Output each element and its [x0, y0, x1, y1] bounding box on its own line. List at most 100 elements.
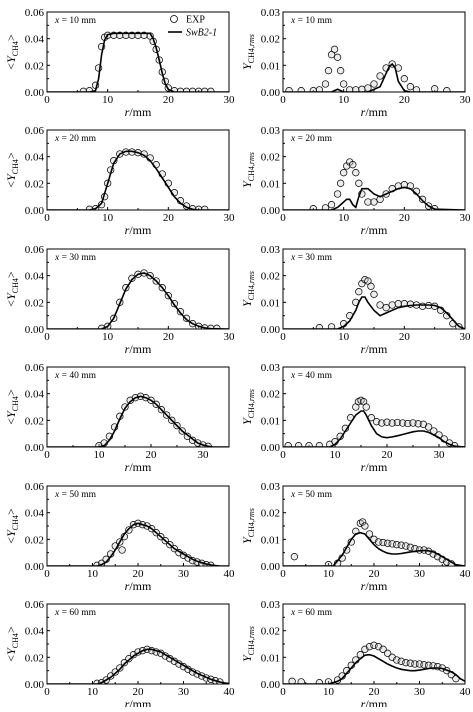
x-tick-label: 0 — [280, 331, 286, 343]
panel-label: x = 10 mm — [54, 16, 97, 26]
x-tick-label: 10 — [323, 686, 335, 698]
data-layer — [283, 396, 465, 447]
exp-point — [402, 542, 410, 550]
data-layer — [47, 148, 229, 210]
y-tick-label: 0.02 — [25, 534, 44, 546]
x-axis-title-var: r — [361, 223, 366, 237]
y-title-var: Y — [240, 62, 254, 70]
exp-point — [125, 655, 133, 663]
y-tick-label: 0.00 — [25, 87, 45, 99]
y-tick-label: 0.02 — [25, 652, 44, 664]
x-axis-title-unit: /mm — [365, 697, 388, 707]
x-axis-title-var: r — [361, 697, 366, 707]
x-axis-title-unit: /mm — [365, 105, 388, 119]
y-tick-label: 0.02 — [261, 152, 280, 164]
x-tick-label: 30 — [414, 568, 426, 580]
x-axis-title-unit: /mm — [129, 460, 152, 474]
exp-point — [349, 161, 357, 169]
x-axis-title: r/mm — [125, 697, 152, 707]
y-axis-title: <YCH4> — [4, 508, 20, 544]
panel-label-rest: = 30 mm — [59, 253, 96, 263]
panel-7: 0 10 20 30 0.00 0.01 0.02 0.03 r/mm YCH4,rms x = 4… — [240, 362, 466, 474]
x-axis-title-var: r — [125, 579, 130, 593]
exp-point — [315, 442, 324, 447]
y-tick-label: 0.04 — [25, 389, 45, 401]
y-title-bracket: < — [4, 655, 18, 662]
x-axis-title: r/mm — [125, 342, 152, 356]
y-tick-label: 0.02 — [261, 508, 280, 520]
y-tick-label: 0.01 — [261, 297, 280, 309]
y-axis-title: YCH4,rms — [240, 271, 256, 307]
exp-point — [383, 418, 391, 426]
y-title-var: Y — [4, 647, 18, 655]
panel-label: x = 30 mm — [54, 253, 97, 263]
x-tick-label: 10 — [323, 568, 335, 580]
x-tick-label: 30 — [460, 331, 472, 343]
exp-point — [400, 75, 408, 83]
model-line — [283, 186, 465, 210]
panel-8: 0 10 20 30 40 0.00 0.02 0.04 0.06 r/mm <YCH4> x = 5… — [4, 481, 235, 593]
exp-point — [382, 304, 390, 312]
exp-point — [376, 72, 384, 80]
y-title-bracket: < — [4, 63, 18, 70]
exp-point — [418, 302, 427, 310]
y-tick-label: 0.01 — [261, 652, 280, 664]
x-tick-label: 10 — [338, 94, 350, 106]
panel-2: 0 10 20 30 0.00 0.02 0.04 0.06 r/mm <YCH4> x = 20 … — [4, 125, 235, 237]
x-tick-label: 0 — [280, 568, 286, 580]
x-axis-title: r/mm — [361, 697, 388, 707]
panel-label-rest: = 10 mm — [59, 16, 96, 26]
panel-label-var: x — [54, 16, 60, 26]
x-tick-label: 0 — [44, 94, 50, 106]
model-line — [283, 531, 465, 566]
exp-point — [355, 288, 363, 296]
exp-point — [364, 198, 372, 206]
x-tick-label: 30 — [224, 94, 236, 106]
x-tick-label: 30 — [414, 686, 426, 698]
x-tick-label: 20 — [163, 212, 175, 224]
panel-3: 0 10 20 30 0.00 0.01 0.02 0.03 r/mm YCH4,rms x = 2… — [240, 125, 471, 237]
y-tick-label: 0.03 — [261, 599, 281, 611]
x-tick-label: 10 — [338, 331, 350, 343]
y-tick-label: 0.00 — [261, 324, 281, 336]
exp-point — [431, 85, 439, 92]
y-title-sub: CH4, — [247, 283, 256, 300]
exp-point — [358, 518, 367, 526]
y-title-sub: CH4 — [11, 278, 20, 293]
data-layer — [283, 158, 465, 210]
x-axis-title-unit: /mm — [129, 342, 152, 356]
x-axis-title-var: r — [361, 105, 366, 119]
data-layer — [47, 269, 229, 329]
x-axis-title-unit: /mm — [365, 460, 388, 474]
exp-point — [330, 45, 339, 53]
exp-point — [305, 442, 313, 447]
model-line — [283, 62, 465, 92]
exp-point — [315, 324, 324, 329]
exp-point — [346, 86, 354, 92]
y-tick-label: 0.06 — [25, 244, 45, 256]
x-tick-label: 30 — [198, 449, 210, 461]
model-line — [47, 648, 229, 684]
exp-point — [398, 419, 407, 427]
y-title-bracket: < — [4, 181, 18, 188]
exp-point — [324, 678, 333, 684]
panel-label-rest: = 30 mm — [295, 253, 332, 263]
y-title-bracket: > — [4, 626, 18, 633]
y-tick-label: 0.00 — [25, 442, 45, 454]
x-tick-label: 30 — [224, 212, 236, 224]
x-tick-label: 20 — [163, 94, 175, 106]
y-title-sub: CH4, — [247, 164, 256, 181]
y-title-bracket: > — [4, 152, 18, 159]
data-layer — [283, 641, 465, 684]
exp-point — [364, 277, 372, 285]
exp-point — [309, 87, 317, 92]
legend-model-label: SwB2-1 — [186, 28, 217, 39]
panel-label-var: x — [54, 490, 60, 500]
exp-point — [393, 418, 402, 427]
x-axis-title-unit: /mm — [129, 697, 152, 707]
x-axis-title-var: r — [125, 105, 130, 119]
exp-point — [333, 190, 342, 198]
y-title-var: Y — [4, 529, 18, 537]
y-title-sub: CH4, — [247, 520, 256, 537]
legend-exp-marker — [170, 15, 178, 23]
